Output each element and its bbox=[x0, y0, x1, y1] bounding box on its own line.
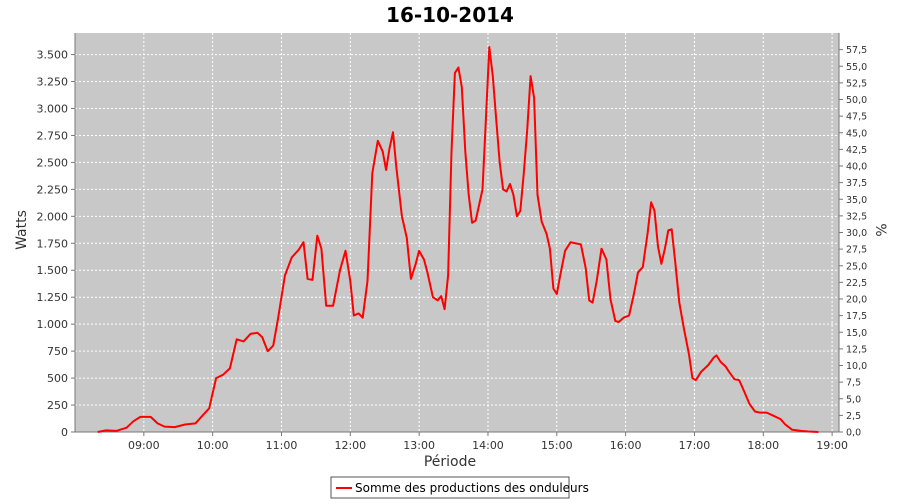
y2-tick-label: 35,0 bbox=[846, 195, 867, 206]
y-tick-label: 1.000 bbox=[37, 318, 69, 331]
x-tick-label: 12:00 bbox=[334, 439, 366, 452]
y-tick-label: 1.500 bbox=[37, 264, 69, 277]
x-tick-label: 11:00 bbox=[266, 439, 298, 452]
x-axis-label: Période bbox=[424, 454, 476, 470]
y2-tick-label: 27,5 bbox=[846, 245, 867, 256]
y2-tick-label: 47,5 bbox=[846, 112, 867, 123]
y-tick-label: 750 bbox=[47, 345, 68, 358]
x-tick-label: 13:00 bbox=[403, 439, 435, 452]
y-tick-label: 2.250 bbox=[37, 183, 69, 196]
y2-tick-label: 7,5 bbox=[846, 378, 861, 389]
y-axis-label: Watts bbox=[14, 210, 30, 250]
y2-tick-label: 22,5 bbox=[846, 278, 867, 289]
legend-label: Somme des productions des onduleurs bbox=[355, 481, 589, 495]
y2-axis-label: % bbox=[872, 223, 888, 236]
y2-tick-label: 37,5 bbox=[846, 178, 867, 189]
y2-tick-label: 42,5 bbox=[846, 145, 867, 156]
y2-tick-label: 55,0 bbox=[846, 62, 867, 73]
y2-tick-label: 20,0 bbox=[846, 295, 867, 306]
y2-tick-label: 40,0 bbox=[846, 162, 867, 173]
x-tick-label: 10:00 bbox=[197, 439, 229, 452]
y-tick-label: 2.500 bbox=[37, 156, 69, 169]
y2-tick-label: 25,0 bbox=[846, 261, 867, 272]
y2-tick-label: 0,0 bbox=[846, 428, 861, 439]
axes: 0 250 500 750 1.000 1.250 1.500 1.750 2.000 2.250… bbox=[37, 33, 867, 452]
x-tick-label: 18:00 bbox=[747, 439, 779, 452]
y2-tick-label: 50,0 bbox=[846, 95, 867, 106]
grid bbox=[75, 33, 839, 433]
y-tick-label: 3.000 bbox=[37, 102, 69, 115]
y-tick-label: 2.000 bbox=[37, 210, 69, 223]
chart-title: 16-10-2014 bbox=[386, 3, 514, 27]
x-tick-label: 09:00 bbox=[128, 439, 160, 452]
y2-tick-label: 52,5 bbox=[846, 78, 867, 89]
y-tick-label: 250 bbox=[47, 399, 68, 412]
series-layer bbox=[97, 46, 819, 433]
x-tick-label: 17:00 bbox=[679, 439, 711, 452]
y-tick-label: 3.500 bbox=[37, 49, 69, 62]
x-tick-label: 15:00 bbox=[541, 439, 573, 452]
y2-tick-label: 45,0 bbox=[846, 128, 867, 139]
y2-tick-label: 15,0 bbox=[846, 328, 867, 339]
y2-tick-label: 30,0 bbox=[846, 228, 867, 239]
y2-tick-label: 17,5 bbox=[846, 311, 867, 322]
legend: Somme des productions des onduleurs bbox=[330, 476, 589, 499]
x-tick-label: 19:00 bbox=[816, 439, 848, 452]
y-tick-label: 1.250 bbox=[37, 291, 69, 304]
y-tick-label: 0 bbox=[61, 426, 68, 439]
x-tick-label: 14:00 bbox=[472, 439, 504, 452]
y-tick-label: 1.750 bbox=[37, 237, 69, 250]
x-tick-label: 16:00 bbox=[610, 439, 642, 452]
y-tick-label: 500 bbox=[47, 372, 68, 385]
y2-tick-label: 2,5 bbox=[846, 411, 861, 422]
plot-area bbox=[75, 33, 839, 432]
y2-tick-label: 32,5 bbox=[846, 211, 867, 222]
y-tick-label: 2.750 bbox=[37, 129, 69, 142]
legend-box bbox=[330, 476, 570, 499]
y2-tick-label: 57,5 bbox=[846, 45, 867, 56]
y2-tick-label: 5,0 bbox=[846, 394, 861, 405]
series-line bbox=[97, 46, 819, 433]
y2-tick-label: 12,5 bbox=[846, 344, 867, 355]
y2-tick-label: 10,0 bbox=[846, 361, 867, 372]
y-tick-label: 3.250 bbox=[37, 76, 69, 89]
